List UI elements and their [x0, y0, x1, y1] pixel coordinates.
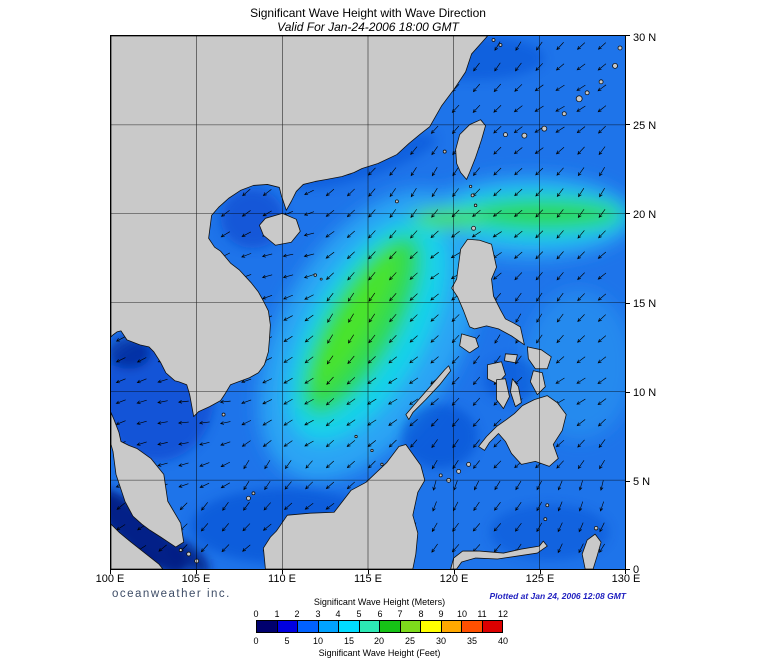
colorbar-meters-label: Significant Wave Height (Meters)	[313, 597, 446, 607]
feet-tick: 25	[404, 636, 416, 646]
x-axis-tick	[540, 570, 541, 574]
x-axis-tick	[110, 570, 111, 574]
colorbar-segment	[318, 621, 339, 632]
meters-tick: 2	[294, 609, 300, 619]
y-tick-label: 30 N	[633, 32, 657, 44]
land-sulawesi	[450, 540, 548, 569]
meters-tick: 4	[335, 609, 341, 619]
y-axis-tick	[626, 213, 630, 214]
colorbar-segment	[482, 621, 502, 632]
land-negros	[496, 378, 510, 410]
feet-tick: 40	[497, 636, 509, 646]
colorbar-segment	[380, 621, 401, 632]
feet-tick: 15	[343, 636, 355, 646]
y-tick-label: 0	[633, 564, 640, 576]
colorbar-legend: Significant Wave Height (Meters) 0 1 2 3…	[253, 597, 508, 659]
land-mindanao	[478, 395, 567, 467]
land-masbate	[504, 353, 518, 364]
x-tick-label: 105 E	[181, 573, 211, 585]
feet-tick: 20	[373, 636, 385, 646]
x-axis-tick	[196, 570, 197, 574]
feet-tick: 30	[435, 636, 447, 646]
colorbar-segment	[359, 621, 380, 632]
land-taiwan	[455, 119, 486, 180]
colorbar-feet-label: Significant Wave Height (Feet)	[318, 648, 441, 658]
valid-time-subtitle: Valid For Jan-24-2006 18:00 GMT	[277, 20, 459, 34]
x-axis-tick	[282, 570, 283, 574]
y-tick-label: 5 N	[633, 476, 651, 488]
plotted-timestamp: Plotted at Jan 24, 2006 12:08 GMT	[489, 591, 626, 601]
colorbar-segment	[257, 621, 278, 632]
colorbar-segments	[256, 620, 503, 633]
feet-tick: 0	[253, 636, 259, 646]
land-leyte	[529, 370, 546, 396]
feet-tick: 5	[284, 636, 290, 646]
wave-map-svg	[111, 36, 625, 569]
feet-tick: 10	[312, 636, 324, 646]
land-palawan	[405, 365, 452, 420]
meters-tick: 6	[377, 609, 383, 619]
meters-tick: 9	[438, 609, 444, 619]
colorbar-segment	[298, 621, 319, 632]
page-title: Significant Wave Height with Wave Direct…	[250, 6, 486, 20]
x-tick-label: 100 E	[95, 573, 125, 585]
y-tick-label: 25 N	[633, 120, 657, 132]
meters-tick: 7	[397, 609, 403, 619]
meters-tick: 10	[456, 609, 468, 619]
provider-credit: oceanweather inc.	[112, 588, 231, 600]
meters-tick: 5	[356, 609, 362, 619]
meters-tick: 0	[253, 609, 259, 619]
x-tick-label: 115 E	[354, 573, 382, 585]
land-masses	[111, 36, 623, 569]
x-axis-tick	[625, 570, 626, 574]
y-tick-label: 10 N	[633, 387, 657, 399]
x-axis-tick	[368, 570, 369, 574]
land-malay-peninsula	[111, 412, 185, 548]
colorbar-segment	[400, 621, 421, 632]
colorbar-segment	[339, 621, 360, 632]
y-axis-tick	[626, 569, 630, 570]
colorbar-segment	[441, 621, 462, 632]
land-cebu	[510, 378, 522, 408]
land-hainan	[259, 212, 301, 246]
wave-map	[110, 35, 626, 570]
y-axis-tick	[626, 303, 630, 304]
land-asia-mainland	[111, 36, 488, 417]
y-axis-tick	[626, 481, 630, 482]
meters-tick: 1	[274, 609, 280, 619]
grid-lines	[111, 36, 625, 569]
y-axis-tick	[626, 124, 630, 125]
y-axis-tick	[626, 35, 630, 36]
meters-tick: 3	[315, 609, 321, 619]
y-axis-tick	[626, 392, 630, 393]
meters-tick: 12	[497, 609, 509, 619]
y-tick-label: 15 N	[633, 298, 657, 310]
x-tick-label: 110 E	[268, 573, 296, 585]
land-sumatra	[111, 523, 164, 569]
colorbar-segment	[462, 621, 483, 632]
land-borneo	[263, 444, 426, 569]
x-tick-label: 125 E	[525, 573, 555, 585]
y-tick-label: 20 N	[633, 209, 657, 221]
colorbar-segment	[277, 621, 298, 632]
land-mindoro	[459, 333, 479, 354]
feet-tick: 35	[466, 636, 478, 646]
meters-tick: 8	[418, 609, 424, 619]
x-tick-label: 120 E	[439, 573, 469, 585]
meters-tick: 11	[477, 609, 487, 619]
land-halmahera	[581, 533, 602, 569]
x-tick-label: 130 E	[611, 573, 641, 585]
land-luzon	[451, 238, 525, 346]
x-axis-tick	[454, 570, 455, 574]
colorbar-segment	[421, 621, 442, 632]
